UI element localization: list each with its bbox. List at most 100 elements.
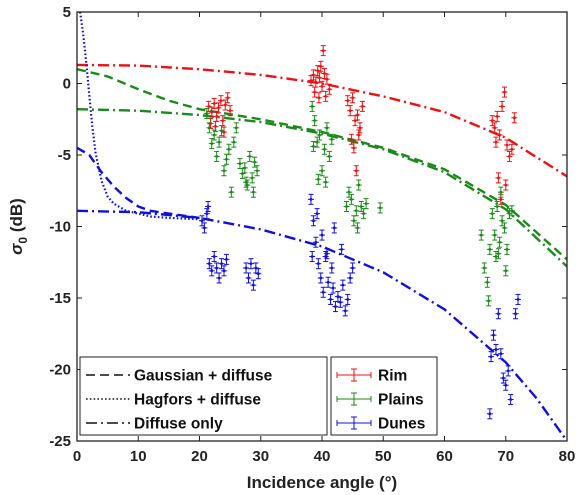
data-legend-box [330,356,438,436]
data-point-rim [495,172,502,184]
data-point-rim [211,98,218,110]
x-tick-label: 20 [191,448,208,465]
data-point-plains [496,236,503,248]
data-point-dunes [319,229,325,241]
data-point-rim [489,115,496,127]
data-point-plains [243,176,250,188]
data-point-plains [353,205,360,217]
data-point-rim [359,100,366,112]
data-point-plains [236,158,243,170]
data-point-dunes [206,258,213,270]
data-point-dunes [515,293,521,305]
data-point-plains [239,168,246,180]
data-point-rim [503,139,510,151]
data-point-plains [355,179,362,191]
data-point-plains [495,248,502,260]
data-point-rim [496,129,503,141]
model-curve-dunes-dashdot [77,209,567,441]
data-legend-label-rim: Rim [378,368,407,385]
data-point-rim [322,90,329,102]
data-point-dunes [328,262,335,274]
data-point-dunes [342,305,349,317]
data-legend-marker-rim [336,368,372,382]
data-point-rim [511,112,518,124]
plot-area [77,12,567,441]
data-point-plains [322,176,329,188]
data-point-plains [501,222,508,234]
data-point-dunes [211,251,218,263]
data-point-rim [499,100,506,112]
data-point-dunes [245,272,252,284]
data-point-dunes [317,272,324,284]
data-point-rim [356,122,363,134]
data-point-dunes [218,258,225,270]
data-point-plains [225,143,232,155]
y-tick-label: -20 [49,362,71,379]
series-dunes [198,193,521,420]
data-point-plains [309,100,316,112]
data-point-dunes [203,208,210,220]
data-point-plains [211,129,218,141]
data-point-plains [499,215,506,227]
data-point-plains [319,165,325,177]
data-point-plains [316,129,323,141]
x-axis-label: Incidence angle (°) [247,473,397,492]
data-point-plains [348,193,355,205]
data-point-dunes [216,272,223,284]
data-point-plains [343,200,350,212]
data-point-dunes [492,343,499,355]
data-point-plains [311,115,318,127]
data-point-plains [481,262,488,274]
data-point-rim [508,143,515,155]
model-curve-dunes-dashed [77,146,200,220]
data-point-plains [223,153,230,165]
model-legend-label: Gaussian + diffuse [134,368,273,385]
data-point-plains [494,200,501,212]
data-legend-label-dunes: Dunes [378,416,425,433]
data-point-plains [363,198,370,210]
data-point-dunes [495,308,502,320]
data-point-dunes [349,262,356,274]
data-point-dunes [502,379,509,391]
data-point-rim [501,86,508,98]
data-point-rim [353,165,360,177]
x-tick-label: 80 [559,448,576,465]
data-point-plains [314,136,321,148]
data-point-plains [206,122,213,134]
plot-frame [76,11,568,442]
model-curve-plains-dashdot [77,108,567,268]
data-point-plains [484,276,491,288]
data-point-dunes [337,296,344,308]
data-point-plains [218,125,225,137]
y-tick-label: 5 [63,4,71,21]
model-legend-label: Hagfors + diffuse [134,392,261,409]
data-point-plains [377,202,384,214]
series-plains [203,100,515,307]
x-tick-label: 70 [497,448,514,465]
x-tick-label: 0 [73,448,81,465]
data-point-rim [506,150,513,162]
data-point-dunes [312,236,319,248]
data-points [198,45,521,420]
data-point-dunes [320,286,327,298]
data-point-dunes [314,208,321,220]
data-point-rim [491,122,498,134]
data-point-rim [208,106,215,118]
data-point-dunes [198,215,205,227]
data-point-dunes [201,222,208,234]
data-point-plains [328,133,335,145]
data-point-plains [244,179,251,191]
y-axis-subscript: 0 [16,237,30,244]
data-point-plains [254,165,261,177]
data-point-rim [347,105,354,117]
y-tick-label: -10 [49,219,71,236]
data-point-plains [345,186,352,198]
data-point-plains [246,150,253,162]
data-point-plains [497,186,504,198]
data-point-plains [321,143,328,155]
data-point-plains [310,140,317,152]
data-point-dunes [247,258,254,270]
data-point-rim [320,45,327,57]
data-point-rim [317,60,324,72]
data-point-plains [250,186,257,198]
